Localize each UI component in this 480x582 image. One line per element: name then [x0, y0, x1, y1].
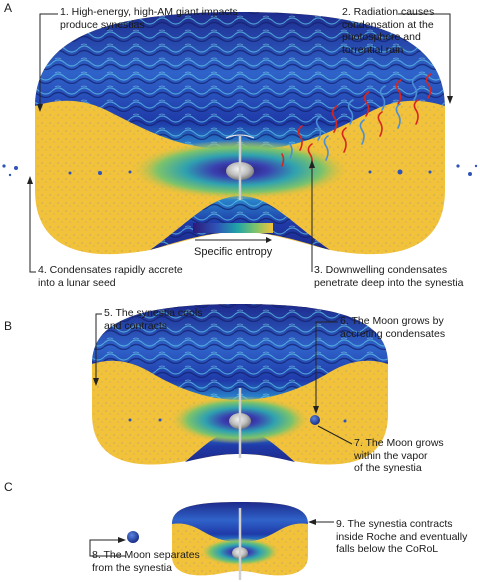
- annotation-2: 2. Radiation causes condensation at the …: [342, 6, 435, 56]
- moon-c: [127, 531, 139, 543]
- panel-b-synestia: [92, 304, 388, 465]
- moon-b: [310, 415, 320, 425]
- annotation-5: 5. The synestia cools and contracts: [104, 307, 203, 332]
- panel-label-a: A: [4, 1, 13, 15]
- entropy-colorbar: [193, 223, 273, 243]
- annotation-6: 6. The Moon grows by accreting condensat…: [340, 315, 446, 340]
- panel-a-synestia: [2, 12, 478, 255]
- annotation-1: 1. High-energy, high-AM giant impacts pr…: [60, 6, 238, 31]
- annotation-9: 9. The synestia contracts inside Roche a…: [336, 518, 468, 555]
- annotation-3: 3. Downwelling condensates penetrate dee…: [314, 264, 464, 289]
- colorbar-label: Specific entropy: [194, 246, 273, 258]
- panel-label-c: C: [4, 480, 13, 494]
- panel-c-leaders: [89, 519, 334, 557]
- panel-b-leaders: [93, 313, 353, 445]
- annotation-4: 4. Condensates rapidly accrete into a lu…: [38, 264, 183, 289]
- panel-a-leaders: [27, 13, 453, 273]
- panel-label-b: B: [4, 319, 13, 333]
- annotation-7: 7. The Moon grows within the vapor of th…: [354, 437, 444, 474]
- panel-c-synestia: [127, 502, 308, 580]
- annotation-8: 8. The Moon separates from the synestia: [92, 549, 200, 574]
